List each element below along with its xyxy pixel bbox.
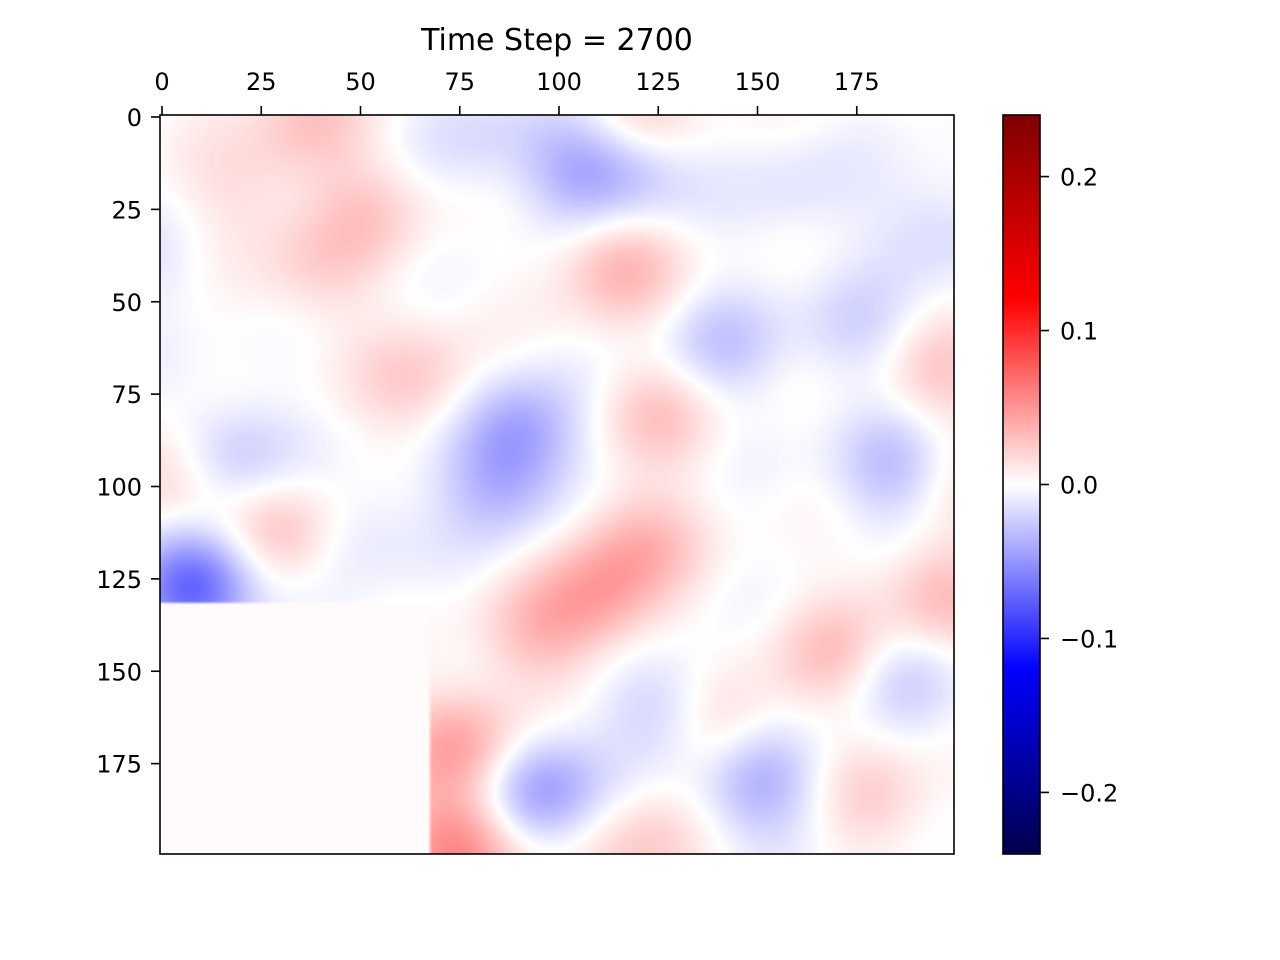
heatmap-area xyxy=(159,114,955,855)
y-tick-label: 50 xyxy=(111,289,142,317)
colorbar-tick-label: −0.2 xyxy=(1060,779,1118,807)
x-tick-label: 125 xyxy=(635,68,681,96)
y-axis-left: 0 25 50 75 100 125 150 175 xyxy=(96,104,160,779)
heatmap-image xyxy=(160,115,954,854)
x-tick-label: 75 xyxy=(444,68,475,96)
y-tick-label: 150 xyxy=(96,658,142,686)
y-tick-label: 25 xyxy=(111,196,142,224)
colorbar-tick-label: −0.1 xyxy=(1060,625,1118,653)
x-tick-label: 150 xyxy=(735,68,781,96)
y-tick-label: 125 xyxy=(96,566,142,594)
y-tick-label: 75 xyxy=(111,381,142,409)
x-tick-label: 0 xyxy=(154,68,169,96)
colorbar-ticks: 0.2 0.1 0.0 −0.1 −0.2 xyxy=(1040,164,1118,807)
y-tick-label: 0 xyxy=(127,104,142,132)
colorbar: 0.2 0.1 0.0 −0.1 −0.2 xyxy=(1002,114,1118,855)
colorbar-gradient xyxy=(1002,114,1041,855)
x-tick-label: 25 xyxy=(246,68,277,96)
colorbar-tick-label: 0.0 xyxy=(1060,472,1098,500)
y-tick-label: 100 xyxy=(96,474,142,502)
y-tick-label: 175 xyxy=(96,751,142,779)
colorbar-tick-label: 0.2 xyxy=(1060,164,1098,192)
x-tick-label: 175 xyxy=(834,68,880,96)
chart-title: Time Step = 2700 xyxy=(420,23,693,58)
x-tick-label: 100 xyxy=(536,68,582,96)
colorbar-tick-label: 0.1 xyxy=(1060,318,1098,346)
x-tick-label: 50 xyxy=(345,68,376,96)
x-axis-top: 0 25 50 75 100 125 150 175 xyxy=(154,68,880,115)
heatmap-frame xyxy=(159,114,955,855)
